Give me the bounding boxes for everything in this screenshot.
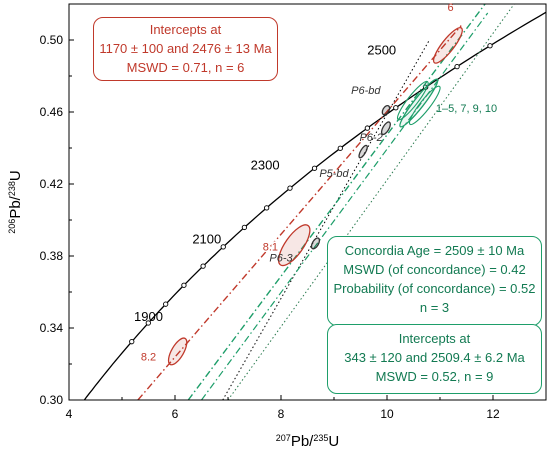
concordia-age-box: Concordia Age = 2509 ± 10 Ma MSWD (of co… xyxy=(327,236,542,326)
concordia-age-marker xyxy=(454,63,460,70)
concordia-age-marker xyxy=(129,339,135,345)
concordia-age-marker xyxy=(200,263,206,269)
x-tick-label: 10 xyxy=(380,407,394,421)
data-ellipse xyxy=(277,224,311,267)
concordia-age-marker xyxy=(163,301,169,307)
concordia-age-marker xyxy=(220,244,226,250)
ellipse-label: 6 xyxy=(448,2,454,14)
concordia-age-label: 2500 xyxy=(367,42,396,57)
concordia-age-marker xyxy=(364,125,371,131)
x-tick-label: 6 xyxy=(172,407,179,421)
red-box-line2: 1170 ± 100 and 2476 ± 13 Ma xyxy=(99,41,272,56)
green-intercepts-box: Intercepts at 343 ± 120 and 2509.4 ± 6.2… xyxy=(327,324,542,394)
x-tick-label: 8 xyxy=(278,407,285,421)
ellipse-label: P6-bd xyxy=(351,85,381,97)
data-ellipse xyxy=(432,27,463,64)
y-tick-label: 0.46 xyxy=(40,105,64,119)
red-box-line3: MSWD = 0.71, n = 6 xyxy=(126,60,245,75)
data-ellipse xyxy=(167,337,188,366)
concordia-age-marker xyxy=(145,320,151,326)
ellipse-label: P6-3 xyxy=(269,252,293,264)
concordia-age-marker xyxy=(393,105,399,111)
data-ellipse xyxy=(381,104,391,116)
green-box-line1: Intercepts at xyxy=(398,331,471,346)
data-ellipse xyxy=(380,121,391,136)
y-tick-label: 0.50 xyxy=(40,33,64,47)
concordia-age-marker xyxy=(263,205,270,211)
concordia-box-line2: MSWD (of concordance) = 0.42 xyxy=(343,262,526,277)
concordia-box-line1: Concordia Age = 2509 ± 10 Ma xyxy=(344,243,525,258)
concordia-age-marker xyxy=(241,224,248,231)
plot-frame xyxy=(68,3,547,401)
concordia-box-line4: n = 3 xyxy=(419,300,450,315)
green-box-line2: 343 ± 120 and 2509.4 ± 6.2 Ma xyxy=(344,350,525,365)
y-tick-label: 0.38 xyxy=(40,249,64,263)
data-ellipse xyxy=(396,80,429,121)
y-tick-label: 0.34 xyxy=(40,321,64,335)
concordia-box-line3: Probability (of concordance) = 0.52 xyxy=(333,281,536,296)
y-axis-label: 206Pb/238U xyxy=(7,170,24,233)
error-envelope-line xyxy=(227,4,515,400)
concordia-age-marker xyxy=(311,165,318,171)
ellipse-label: P5-bd xyxy=(319,168,349,180)
concordia-age-label: 1900 xyxy=(134,309,163,324)
concordia-age-marker xyxy=(181,282,187,288)
ellipse-label: P6-2 xyxy=(359,132,382,144)
x-axis-label: 207Pb/235U xyxy=(276,433,339,450)
ellipse-label: 8.2 xyxy=(141,351,156,363)
discordia-line xyxy=(137,25,462,400)
data-ellipse xyxy=(310,237,321,250)
data-ellipse xyxy=(358,144,368,159)
ellipse-label: 1–5, 7, 9, 10 xyxy=(436,103,497,115)
data-ellipse xyxy=(399,78,439,128)
y-tick-label: 0.30 xyxy=(40,393,64,407)
data-ellipse xyxy=(408,85,441,126)
discordia-line xyxy=(187,4,486,400)
plot-content xyxy=(83,4,546,400)
error-envelope-line xyxy=(222,39,430,400)
concordia-age-marker xyxy=(487,43,493,49)
x-tick-label: 4 xyxy=(66,407,73,421)
y-tick-label: 0.42 xyxy=(40,177,64,191)
red-intercepts-box: Intercepts at 1170 ± 100 and 2476 ± 13 M… xyxy=(93,17,278,81)
concordia-age-label: 2100 xyxy=(192,231,221,246)
ellipse-label: 8.1 xyxy=(263,242,278,254)
x-tick-label: 12 xyxy=(486,407,500,421)
green-box-line3: MSWD = 0.52, n = 9 xyxy=(375,369,494,384)
concordia-age-label: 2300 xyxy=(251,158,280,173)
concordia-age-marker xyxy=(287,185,293,191)
concordia-age-marker xyxy=(337,145,343,151)
red-box-line1: Intercepts at xyxy=(149,22,222,37)
